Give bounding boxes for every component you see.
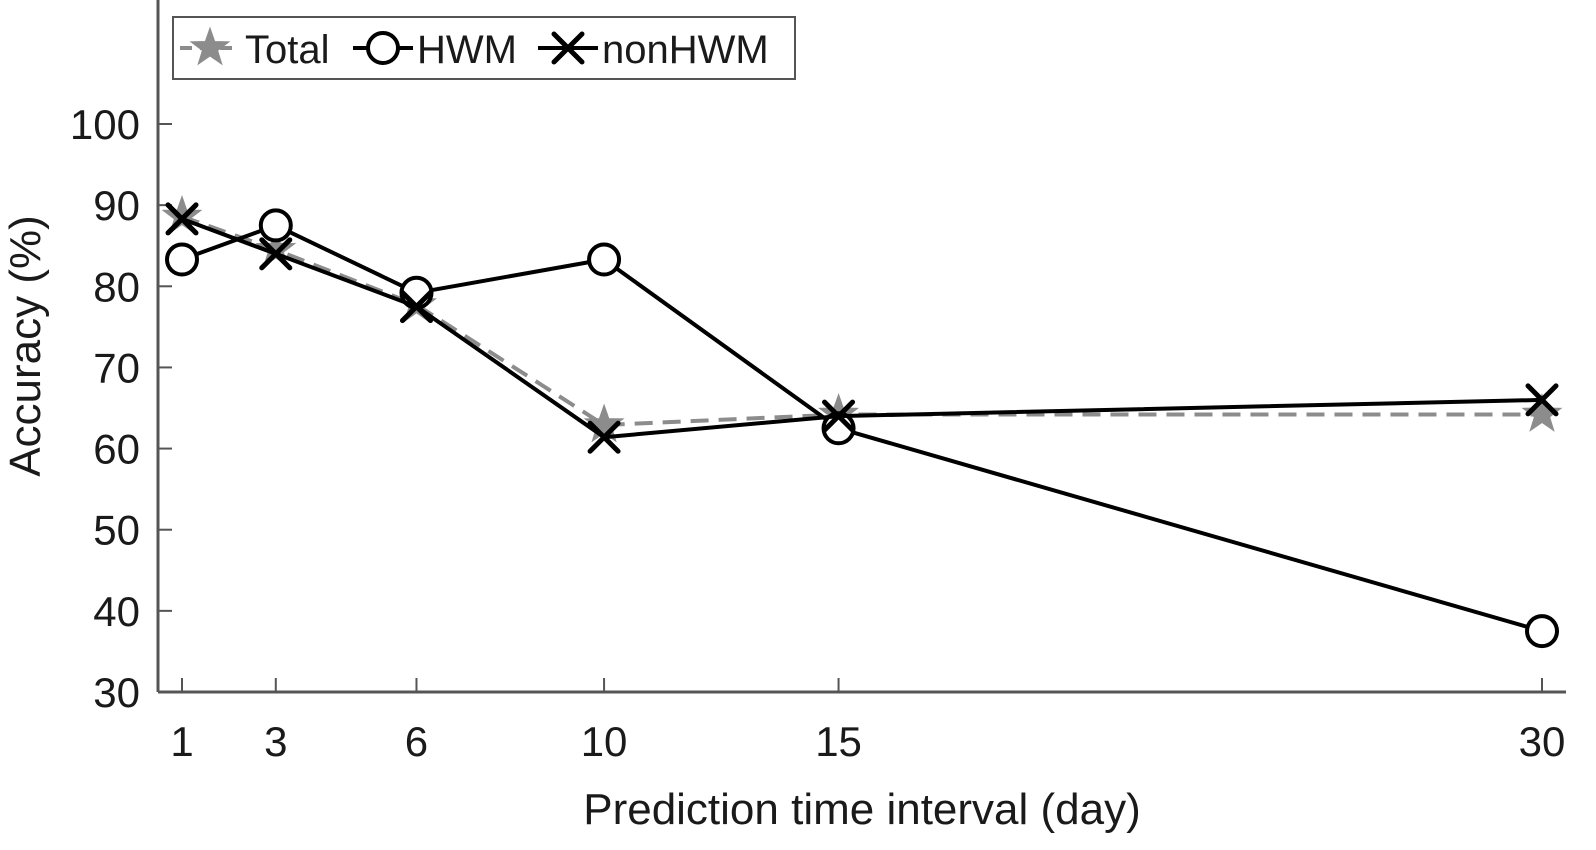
x-marker-stroke [822, 399, 856, 433]
x-tick-label: 10 [581, 718, 628, 765]
x-marker-stroke [1525, 383, 1559, 417]
data-point-nonhwm [822, 399, 856, 433]
x-tick-label: 1 [170, 718, 193, 765]
x-marker-stroke [551, 31, 585, 65]
data-point-total [583, 403, 625, 443]
y-tick-label: 80 [93, 263, 140, 310]
data-point-nonhwm [399, 290, 433, 324]
x-marker-stroke [259, 237, 293, 271]
series-layer [161, 194, 1563, 649]
data-point-hwm [165, 242, 199, 277]
x-marker-stroke [587, 420, 621, 454]
data-point-total [255, 228, 297, 268]
legend-label-hwm: HWM [417, 28, 517, 72]
y-axis-title: Accuracy (%) [1, 215, 50, 477]
series-line-total [181, 214, 1542, 427]
data-point-total [1521, 392, 1563, 432]
series-hwm [165, 208, 1559, 649]
x-marker-stroke [399, 290, 433, 324]
x-tick-label: 3 [264, 718, 287, 765]
data-point-hwm [1525, 614, 1559, 649]
data-point-hwm [258, 208, 293, 243]
legend-item-hwm: HWM [353, 28, 517, 72]
x-axis-title: Prediction time interval (day) [583, 785, 1141, 834]
y-tick-label: 100 [70, 101, 140, 148]
legend-label-total: Total [245, 28, 330, 72]
y-tick-label: 30 [93, 669, 140, 716]
data-point-hwm [587, 242, 622, 277]
axes [156, 0, 1566, 694]
legend: Total HWM nonHWM [172, 16, 796, 80]
series-line-hwm [181, 223, 1543, 634]
data-point-nonhwm [259, 237, 293, 271]
y-tick-label: 50 [93, 507, 140, 554]
legend-item-nonhwm: nonHWM [538, 28, 769, 72]
legend-box [172, 16, 796, 80]
legend-item-total: Total [180, 26, 330, 72]
legend-marker-nonhwm [551, 31, 585, 65]
data-point-nonhwm [165, 202, 199, 236]
legend-marker-hwm [366, 31, 400, 65]
y-tick-label: 70 [93, 344, 140, 391]
series-line-nonhwm [181, 217, 1543, 440]
legend-marker-total [189, 26, 231, 66]
y-tick-label: 60 [93, 426, 140, 473]
y-tick-label: 40 [93, 588, 140, 635]
x-tick-label: 15 [815, 718, 862, 765]
x-tick-label: 30 [1519, 718, 1566, 765]
legend-label-nonhwm: nonHWM [602, 28, 769, 72]
series-nonhwm [165, 202, 1559, 454]
y-tick-label: 90 [93, 182, 140, 229]
data-point-nonhwm [587, 420, 621, 454]
x-marker-stroke [165, 202, 199, 236]
x-tick-label: 6 [405, 718, 428, 765]
data-point-nonhwm [1525, 383, 1559, 417]
data-point-total [161, 194, 203, 234]
ticks: 1 3 6 10 15 30 30 40 50 60 70 80 90 100 [70, 101, 1565, 765]
